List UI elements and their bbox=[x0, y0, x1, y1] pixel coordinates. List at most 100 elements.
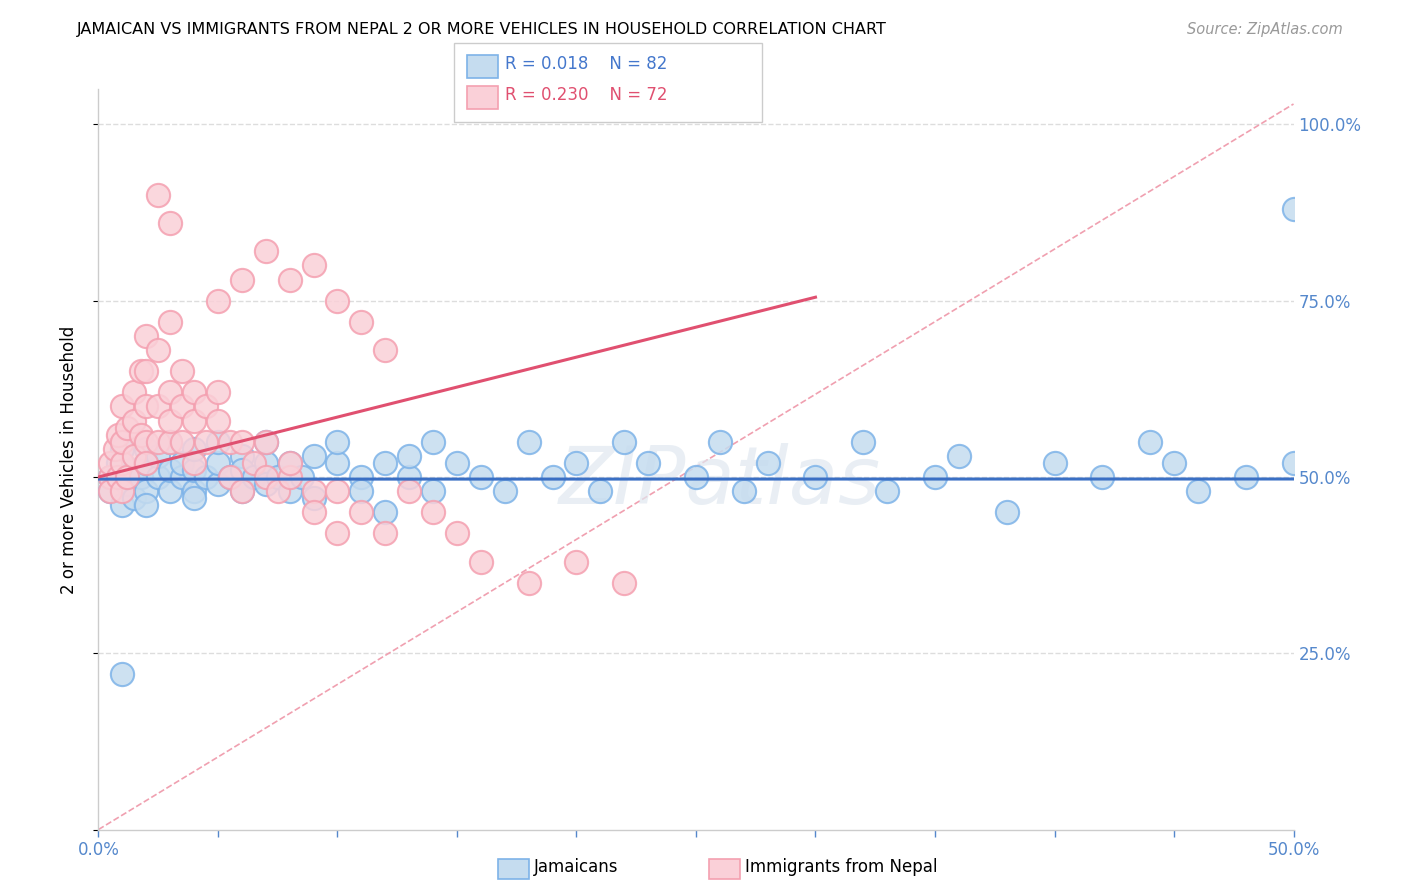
Point bbox=[148, 188, 170, 202]
Point bbox=[541, 470, 564, 484]
Point bbox=[124, 414, 146, 428]
Point bbox=[98, 484, 122, 499]
Point bbox=[565, 555, 588, 569]
Point bbox=[207, 456, 229, 470]
Point bbox=[124, 385, 146, 400]
Point bbox=[131, 427, 153, 442]
Point bbox=[207, 414, 229, 428]
Point bbox=[1139, 434, 1161, 449]
Point bbox=[195, 470, 218, 484]
Point bbox=[1043, 456, 1066, 470]
Point bbox=[278, 484, 301, 499]
Point bbox=[446, 456, 468, 470]
Point bbox=[111, 456, 134, 470]
Point bbox=[422, 505, 444, 519]
Point bbox=[254, 434, 277, 449]
Point bbox=[135, 400, 157, 414]
Point bbox=[302, 505, 325, 519]
Point bbox=[613, 575, 636, 590]
Point bbox=[446, 526, 468, 541]
Point bbox=[374, 505, 396, 519]
Point bbox=[148, 343, 170, 357]
Point bbox=[267, 470, 290, 484]
Point bbox=[135, 364, 157, 378]
Point bbox=[159, 315, 181, 329]
Point bbox=[350, 315, 373, 329]
Point bbox=[172, 434, 194, 449]
Point bbox=[326, 434, 349, 449]
Point bbox=[1163, 456, 1185, 470]
Point bbox=[398, 484, 420, 499]
Point bbox=[254, 244, 277, 259]
Text: JAMAICAN VS IMMIGRANTS FROM NEPAL 2 OR MORE VEHICLES IN HOUSEHOLD CORRELATION CH: JAMAICAN VS IMMIGRANTS FROM NEPAL 2 OR M… bbox=[77, 22, 887, 37]
Point bbox=[852, 434, 875, 449]
Point bbox=[219, 434, 242, 449]
Point bbox=[207, 385, 229, 400]
Point bbox=[398, 470, 420, 484]
Point bbox=[115, 477, 138, 491]
Point bbox=[291, 470, 314, 484]
Point bbox=[107, 456, 129, 470]
Point bbox=[231, 449, 253, 463]
Point bbox=[278, 470, 301, 484]
Point bbox=[131, 364, 153, 378]
Point bbox=[326, 526, 349, 541]
Point bbox=[111, 484, 134, 499]
Point bbox=[159, 216, 181, 230]
Point bbox=[709, 434, 731, 449]
Text: Immigrants from Nepal: Immigrants from Nepal bbox=[745, 858, 938, 876]
Point bbox=[207, 293, 229, 308]
Point bbox=[254, 477, 277, 491]
Point bbox=[613, 434, 636, 449]
Point bbox=[159, 434, 181, 449]
Point bbox=[254, 456, 277, 470]
Point bbox=[326, 456, 349, 470]
Point bbox=[278, 456, 301, 470]
Point bbox=[398, 449, 420, 463]
Point bbox=[876, 484, 898, 499]
Point bbox=[733, 484, 755, 499]
Point bbox=[517, 434, 540, 449]
Point bbox=[124, 449, 146, 463]
Point bbox=[374, 343, 396, 357]
Point bbox=[278, 456, 301, 470]
Point bbox=[183, 385, 205, 400]
Point bbox=[231, 434, 253, 449]
Point bbox=[924, 470, 946, 484]
Point bbox=[135, 329, 157, 343]
Point bbox=[470, 555, 492, 569]
Point bbox=[172, 470, 194, 484]
Point bbox=[326, 293, 349, 308]
Point bbox=[350, 505, 373, 519]
Point bbox=[135, 456, 157, 470]
Point bbox=[183, 414, 205, 428]
Point bbox=[111, 470, 134, 484]
Point bbox=[172, 364, 194, 378]
Point bbox=[302, 259, 325, 273]
Point bbox=[183, 484, 205, 499]
Point bbox=[589, 484, 612, 499]
Point bbox=[494, 484, 516, 499]
Point bbox=[1091, 470, 1114, 484]
Point bbox=[278, 272, 301, 286]
Point bbox=[111, 667, 134, 681]
Point bbox=[148, 470, 170, 484]
Point bbox=[98, 470, 122, 484]
Point bbox=[422, 434, 444, 449]
Point bbox=[135, 456, 157, 470]
Point bbox=[159, 484, 181, 499]
Point bbox=[98, 456, 122, 470]
Point bbox=[1282, 456, 1305, 470]
Point bbox=[131, 470, 153, 484]
Y-axis label: 2 or more Vehicles in Household: 2 or more Vehicles in Household bbox=[59, 326, 77, 593]
Point bbox=[183, 442, 205, 456]
Point bbox=[207, 434, 229, 449]
Point bbox=[517, 575, 540, 590]
Point bbox=[115, 420, 138, 434]
Point bbox=[1282, 202, 1305, 216]
Point bbox=[111, 498, 134, 512]
Point bbox=[948, 449, 970, 463]
Point bbox=[159, 463, 181, 477]
Point bbox=[107, 470, 129, 484]
Text: Source: ZipAtlas.com: Source: ZipAtlas.com bbox=[1187, 22, 1343, 37]
